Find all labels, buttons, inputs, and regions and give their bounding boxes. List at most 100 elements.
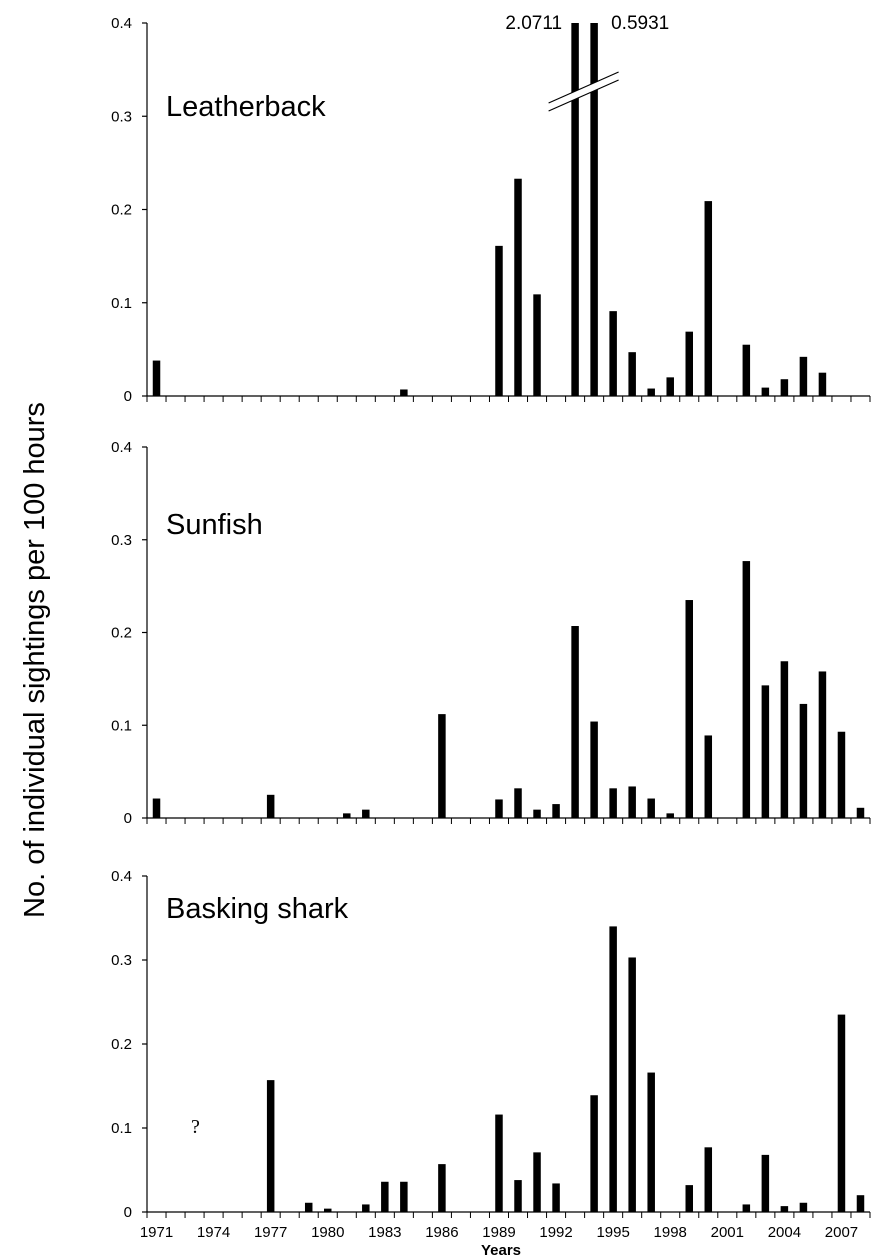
y-tick-label: 0.4 — [111, 868, 132, 885]
bar-1983 — [381, 1181, 389, 1212]
bar-1997 — [647, 388, 655, 396]
bar-1982 — [362, 809, 370, 818]
x-tick-label: 1977 — [254, 1224, 287, 1241]
bar-2002 — [742, 344, 751, 396]
y-tick-label: 0.4 — [111, 439, 132, 456]
bar-1993 — [571, 23, 579, 396]
x-tick-label: 1971 — [140, 1224, 173, 1241]
bar-1999 — [685, 331, 693, 396]
x-tick-label: 2007 — [825, 1224, 858, 1241]
panel-leatherback: 0 0.1 0.2 0.3 0.4 Leatherback 2.0711 0.5931 — [111, 13, 871, 405]
y-tick-label: 0.2 — [111, 625, 132, 642]
bar-2008 — [856, 807, 865, 818]
bar-2004 — [780, 661, 789, 818]
bar-2006 — [818, 671, 827, 818]
y-tick-label: 0.1 — [111, 295, 132, 312]
x-tick-label: 2001 — [711, 1224, 744, 1241]
x-tick-label: 1983 — [368, 1224, 401, 1241]
bar-2005 — [799, 356, 808, 396]
bar-1995 — [609, 311, 617, 396]
x-axis-label: Years — [481, 1242, 521, 1259]
bar-1990 — [514, 178, 522, 396]
x-tick-label: 1992 — [539, 1224, 572, 1241]
y-tick-label: 0 — [124, 388, 132, 405]
bar-1991 — [533, 1152, 541, 1212]
bar-1984 — [400, 389, 408, 396]
x-tick-label: 1974 — [197, 1224, 230, 1241]
bar-1989 — [495, 245, 503, 396]
bar-2003 — [761, 685, 770, 818]
bar-2005 — [799, 703, 808, 818]
bar-1979 — [304, 1202, 313, 1212]
panel-title: Basking shark — [166, 893, 349, 925]
axis-break-line — [548, 71, 619, 104]
bar-2002 — [742, 561, 751, 818]
bar-2004 — [780, 1206, 789, 1212]
x-tick-label: 1995 — [596, 1224, 629, 1241]
bar-1986 — [438, 714, 446, 818]
y-tick-label: 0.4 — [111, 15, 132, 32]
bar-1989 — [495, 1114, 503, 1212]
x-tick-label: 1980 — [311, 1224, 344, 1241]
y-tick-label: 0 — [124, 810, 132, 827]
bar-1989 — [495, 799, 503, 818]
panel-title: Leatherback — [166, 91, 326, 123]
bar-1977 — [266, 1080, 275, 1212]
bar-1996 — [628, 352, 636, 396]
bar-1995 — [609, 926, 617, 1212]
bar-1971 — [152, 360, 161, 396]
bar-1986 — [438, 1164, 446, 1212]
panel-basking-shark: 0 0.1 0.2 0.3 0.4 Basking shark? — [111, 868, 871, 1221]
bar-2003 — [761, 1154, 770, 1212]
panel-sunfish: 0 0.1 0.2 0.3 0.4 Sunfish — [111, 439, 871, 827]
y-tick-label: 0.1 — [111, 717, 132, 734]
y-tick-label: 0.2 — [111, 1036, 132, 1053]
y-tick-label: 0.1 — [111, 1120, 132, 1137]
bar-2007 — [837, 1014, 846, 1212]
panel-title: Sunfish — [166, 509, 263, 541]
break-value-label: 2.0711 — [505, 13, 562, 34]
bar-1984 — [400, 1181, 408, 1212]
bar-1977 — [266, 794, 275, 818]
bar-1991 — [533, 809, 541, 818]
bar-1992 — [552, 804, 560, 818]
break-value-label: 0.5931 — [611, 13, 669, 34]
bar-1994 — [590, 721, 598, 818]
bar-1995 — [609, 788, 617, 818]
x-tick-label: 1989 — [482, 1224, 515, 1241]
bar-1999 — [685, 1185, 693, 1212]
x-tick-label: 1986 — [425, 1224, 458, 1241]
bar-2000 — [704, 1147, 713, 1212]
bar-1991 — [533, 294, 541, 396]
bar-1997 — [647, 1072, 655, 1212]
question-mark-annotation: ? — [191, 1116, 200, 1138]
axis-break-line — [548, 79, 619, 112]
bar-2004 — [780, 379, 789, 396]
bar-1997 — [647, 798, 655, 818]
y-tick-label: 0.3 — [111, 108, 132, 125]
bar-1971 — [152, 798, 161, 818]
bar-1994 — [590, 1095, 598, 1212]
axis-break-gap — [548, 72, 619, 111]
bar-1998 — [666, 813, 674, 818]
y-axis-label: No. of individual sightings per 100 hour… — [19, 402, 51, 918]
bar-1998 — [666, 377, 674, 396]
bar-2008 — [856, 1195, 865, 1212]
bar-2002 — [742, 1204, 751, 1212]
bar-1992 — [552, 1183, 560, 1212]
y-tick-label: 0.3 — [111, 532, 132, 549]
bar-1981 — [343, 813, 351, 818]
y-tick-label: 0 — [124, 1204, 132, 1221]
bar-1982 — [362, 1204, 370, 1212]
bar-2003 — [761, 387, 770, 396]
y-tick-label: 0.2 — [111, 202, 132, 219]
bar-2000 — [704, 201, 713, 396]
y-tick-label: 0.3 — [111, 952, 132, 969]
bar-1980 — [324, 1208, 332, 1212]
x-tick-label: 2004 — [768, 1224, 801, 1241]
bar-1999 — [685, 600, 693, 818]
bar-1996 — [628, 786, 636, 818]
bar-2006 — [818, 372, 827, 396]
bar-2005 — [799, 1202, 808, 1212]
